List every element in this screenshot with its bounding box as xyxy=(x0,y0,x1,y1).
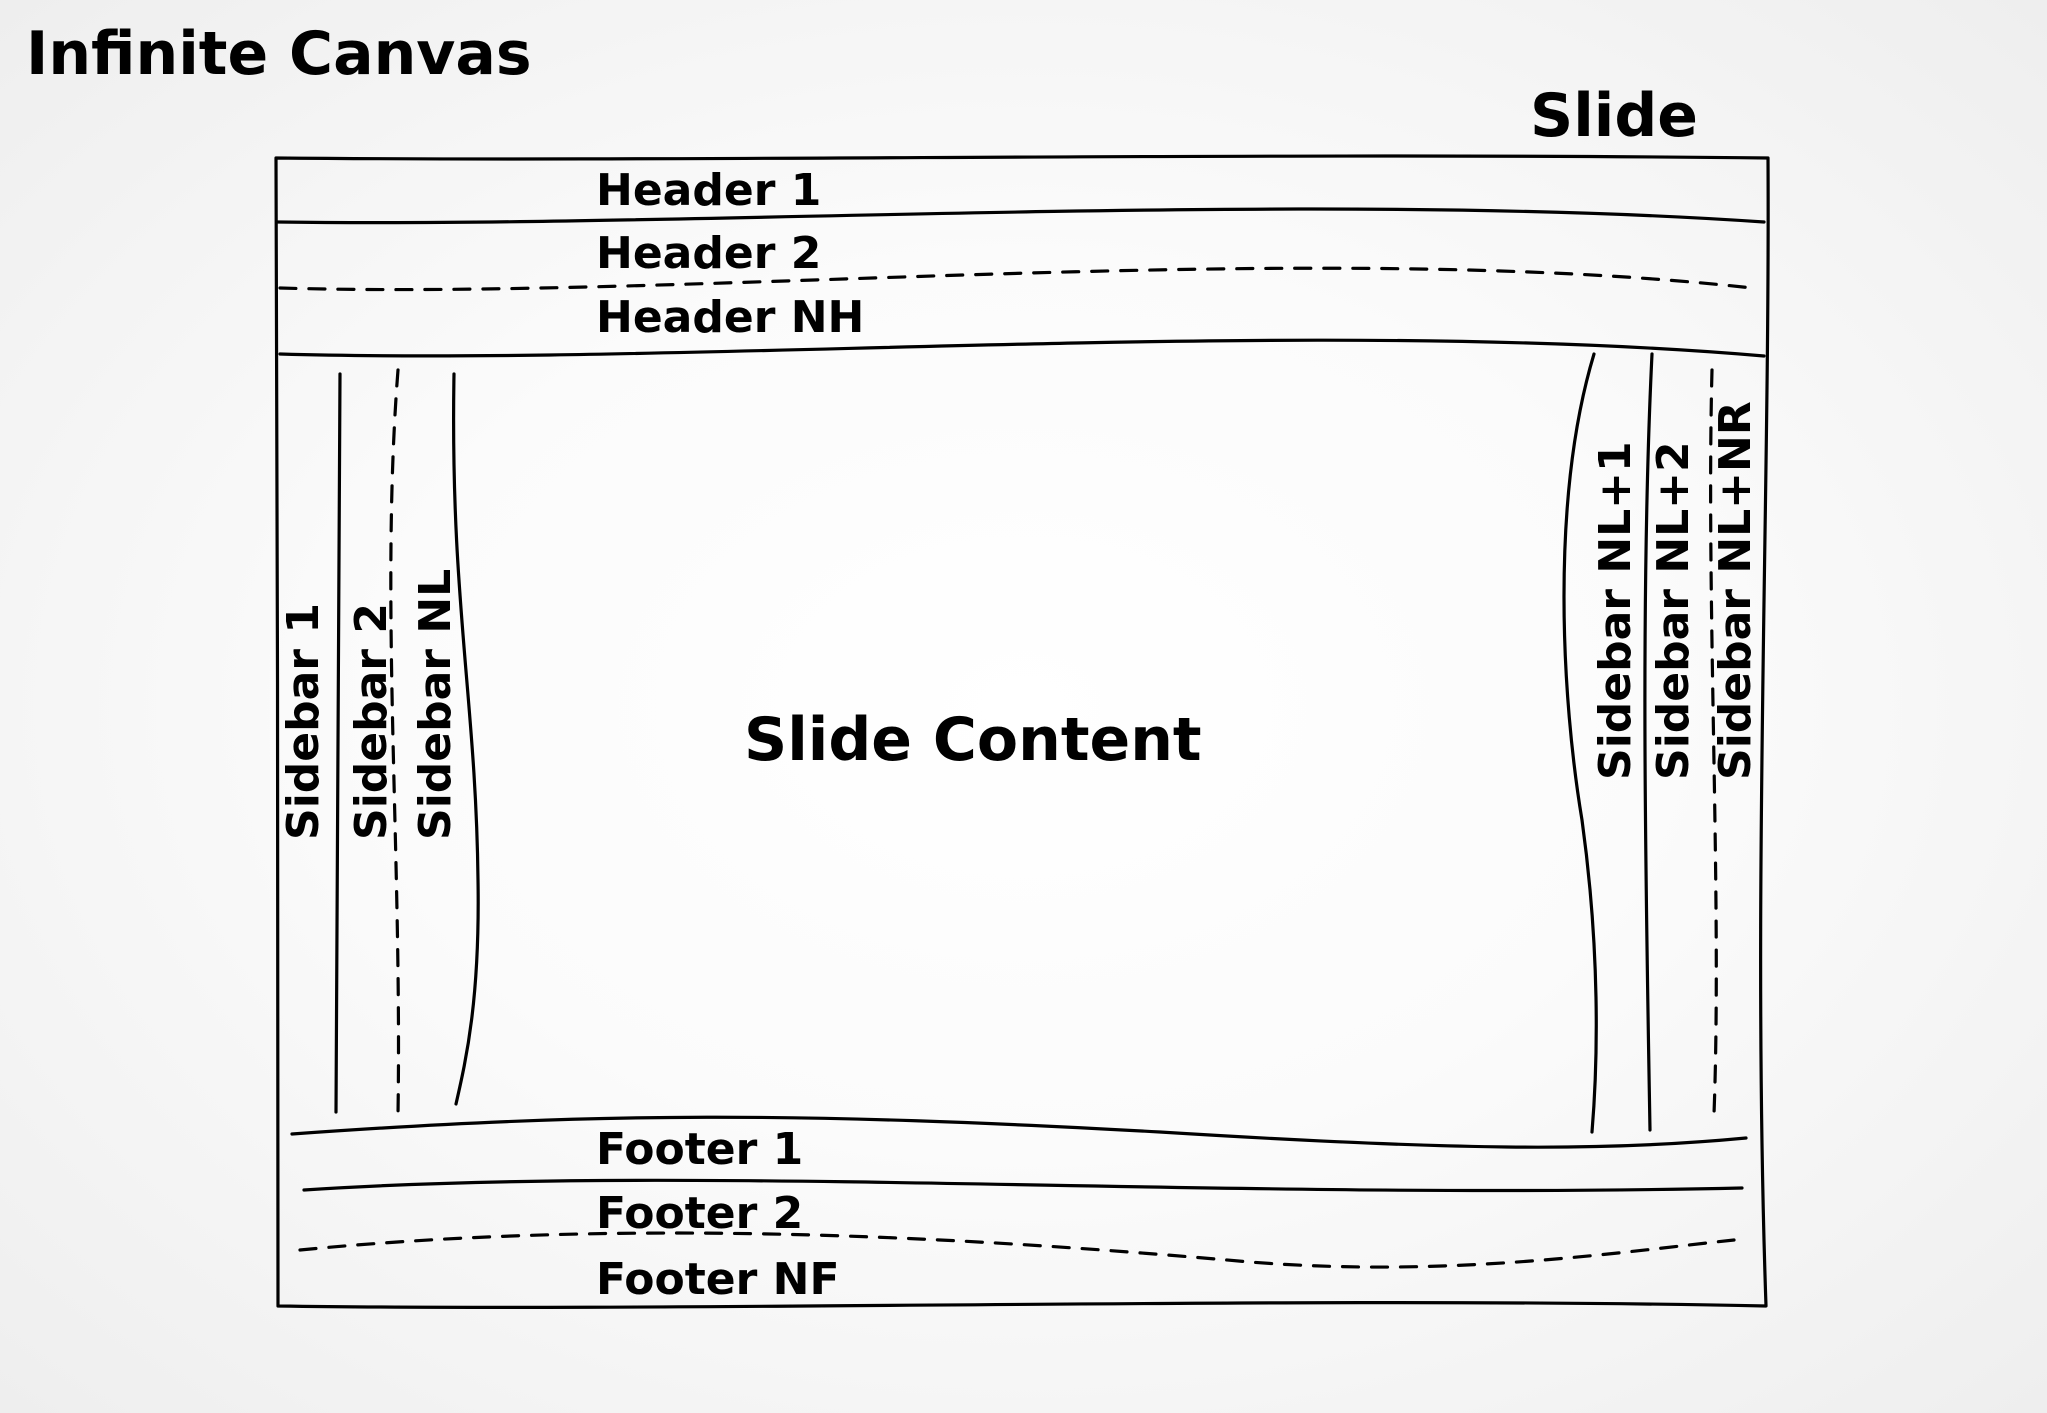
right-sidebar-divider-1 xyxy=(1562,352,1598,1134)
right-sidebar-nl1-label: Sidebar NL+1 xyxy=(1590,441,1641,780)
footer-nf-label: Footer NF xyxy=(596,1254,840,1305)
header-divider-1 xyxy=(276,207,1766,225)
left-sidebar-divider-1 xyxy=(334,372,342,1114)
slide-title: Slide xyxy=(1530,81,1698,151)
left-sidebar-divider-nl xyxy=(452,372,480,1106)
left-sidebar-divider-2 xyxy=(389,368,401,1116)
header-nh-label: Header NH xyxy=(596,292,864,343)
left-sidebar-1-label: Sidebar 1 xyxy=(278,603,329,840)
footer-1-label: Footer 1 xyxy=(596,1124,803,1175)
footer-divider-nf xyxy=(298,1231,1736,1269)
header-1-label: Header 1 xyxy=(596,165,821,216)
footer-2-label: Footer 2 xyxy=(596,1188,803,1239)
right-sidebar-nl2-label: Sidebar NL+2 xyxy=(1648,441,1699,780)
canvas-title: Infinite Canvas xyxy=(26,19,532,89)
slide-frame xyxy=(274,154,1770,1309)
footer-divider-1 xyxy=(290,1115,1748,1149)
left-sidebar-nl-label: Sidebar NL xyxy=(410,569,461,840)
right-sidebar-divider-2 xyxy=(1643,352,1654,1132)
footer-divider-2 xyxy=(302,1178,1744,1193)
left-sidebar-2-label: Sidebar 2 xyxy=(346,603,397,840)
right-sidebar-divider-nr xyxy=(1709,368,1718,1116)
right-sidebar-nlnr-label: Sidebar NL+NR xyxy=(1710,401,1761,780)
header-2-label: Header 2 xyxy=(596,228,821,279)
header-divider-2 xyxy=(278,266,1754,292)
header-divider-nh xyxy=(278,338,1766,358)
slide-content-label: Slide Content xyxy=(744,705,1202,775)
